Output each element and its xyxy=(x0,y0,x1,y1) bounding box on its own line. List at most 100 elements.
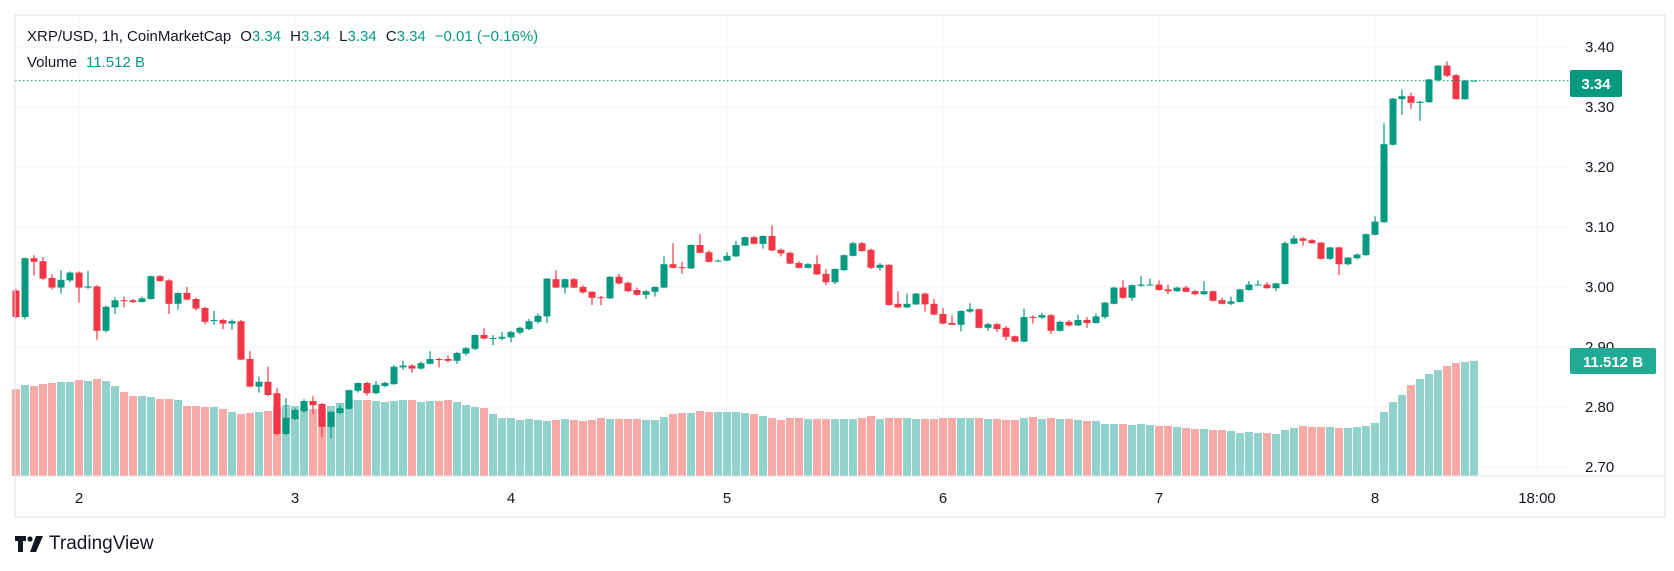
volume-bar xyxy=(453,402,461,476)
volume-bar xyxy=(1425,374,1433,476)
candle-body xyxy=(894,303,902,308)
volume-bar xyxy=(1236,433,1244,476)
grid xyxy=(15,15,1570,476)
candle-body xyxy=(102,306,110,331)
volume-bar xyxy=(381,402,389,476)
candle-body xyxy=(309,401,317,406)
volume-bar xyxy=(228,412,236,476)
volume-bar xyxy=(192,406,200,476)
volume-bar xyxy=(696,411,704,476)
candle-body xyxy=(642,291,650,295)
volume-bar xyxy=(1353,427,1361,476)
volume-bar xyxy=(1362,426,1370,476)
candle-body xyxy=(1083,320,1091,323)
candle-body xyxy=(1146,284,1154,286)
candle-body xyxy=(1290,238,1298,244)
volume-bar xyxy=(939,418,947,476)
volume-bar xyxy=(1029,417,1037,476)
candle-body xyxy=(831,269,839,283)
candle-body xyxy=(651,287,659,292)
candle-body xyxy=(1038,315,1046,318)
x-tick-label: 7 xyxy=(1155,490,1163,507)
candle-body xyxy=(246,359,254,387)
candle-body xyxy=(1191,291,1199,295)
volume-bar xyxy=(1128,425,1136,476)
candle-body xyxy=(561,279,569,288)
volume-bar xyxy=(219,409,227,476)
volume-bar xyxy=(1389,402,1397,476)
candle-body xyxy=(336,408,344,413)
time-axis[interactable]: 2 3 4 5 6 7 8 18:00 xyxy=(75,490,1556,507)
candle-body xyxy=(1236,289,1244,302)
price-axis[interactable]: 2.702.802.903.003.103.203.303.40 xyxy=(1585,39,1614,476)
candle-body xyxy=(1335,247,1343,265)
volume-bar xyxy=(543,421,551,476)
candle-body xyxy=(399,365,407,368)
candle-body xyxy=(282,417,290,434)
volume-legend[interactable]: Volume 11.512 B xyxy=(27,54,145,71)
volume-bar xyxy=(1317,427,1325,476)
candle-body xyxy=(1011,336,1019,342)
volume-bar xyxy=(885,418,893,476)
volume-bar xyxy=(858,418,866,476)
volume-bar xyxy=(1380,412,1388,476)
candle-body xyxy=(453,353,461,361)
candle-body xyxy=(948,323,956,325)
candle-body xyxy=(1371,221,1379,235)
candle-body xyxy=(1101,302,1109,317)
volume-bar xyxy=(633,419,641,476)
candle-body xyxy=(390,366,398,385)
candle-body xyxy=(1470,80,1478,82)
candle-body xyxy=(1416,101,1424,103)
tradingview-logo[interactable]: TradingView xyxy=(15,533,154,555)
symbol-title[interactable]: XRP/USD, 1h, CoinMarketCap xyxy=(27,28,232,45)
volume-bar xyxy=(876,419,884,476)
volume-bar xyxy=(255,412,263,476)
candle-body xyxy=(714,260,722,262)
candle-body xyxy=(768,236,776,251)
candle-body xyxy=(444,359,452,361)
candle-body xyxy=(696,245,704,253)
volume-bar xyxy=(1227,431,1235,476)
candle-body xyxy=(939,314,947,324)
volume-bar xyxy=(1398,395,1406,476)
candle-body xyxy=(192,299,200,309)
candle-body xyxy=(1281,243,1289,284)
volume-bar xyxy=(678,413,686,476)
candle-body xyxy=(381,383,389,386)
volume-badge-text: 11.512 B xyxy=(1583,354,1643,371)
volume-bar xyxy=(1263,433,1271,476)
volume-bar xyxy=(138,396,146,476)
volume-bar xyxy=(525,419,533,476)
volume-bar xyxy=(1164,426,1172,476)
candle-body xyxy=(1119,287,1127,298)
volume-bar xyxy=(984,419,992,476)
symbol-legend[interactable]: XRP/USD, 1h, CoinMarketCap O 3.34 H 3.34 L… xyxy=(27,28,538,45)
volume-bar xyxy=(1083,421,1091,476)
candle-body xyxy=(1434,65,1442,80)
volume-bar xyxy=(318,409,326,476)
candle-body xyxy=(1245,284,1253,290)
candle-body xyxy=(345,390,353,409)
volume-bar xyxy=(1200,429,1208,476)
candle-body xyxy=(1353,254,1361,259)
candle-body xyxy=(1326,247,1334,259)
volume-bar xyxy=(651,420,659,476)
candle-body xyxy=(1200,291,1208,295)
candle-body xyxy=(606,276,614,299)
volume-bar xyxy=(1443,366,1451,476)
volume-bar xyxy=(1371,423,1379,476)
volume-bar xyxy=(597,418,605,476)
volume-bar xyxy=(156,399,164,476)
candle-body xyxy=(408,365,416,369)
candle-body xyxy=(156,276,164,281)
candle-body xyxy=(1002,327,1010,337)
volume-bar xyxy=(174,400,182,476)
volume-bar xyxy=(1470,360,1478,476)
volume-bar xyxy=(1254,433,1262,476)
candle-body xyxy=(219,320,227,324)
volume-bar xyxy=(1065,419,1073,476)
volume-bar xyxy=(1038,419,1046,476)
candle-body xyxy=(372,384,380,394)
